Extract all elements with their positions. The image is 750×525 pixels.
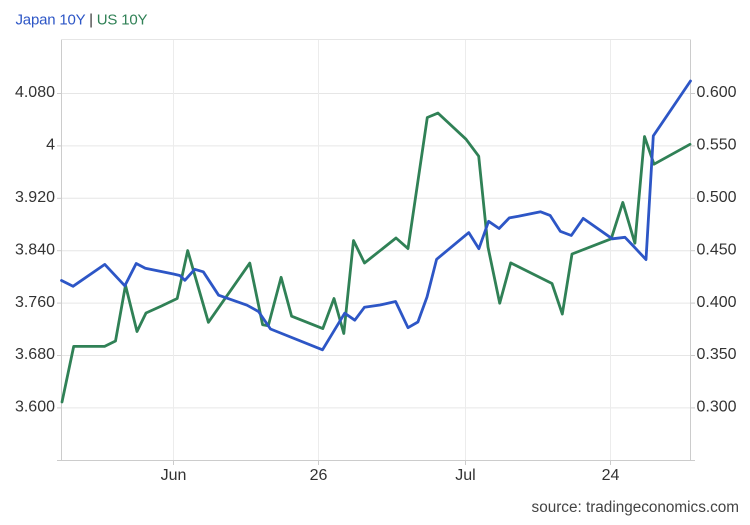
svg-text:3.680: 3.680: [15, 346, 55, 363]
svg-text:Jul: Jul: [455, 467, 475, 484]
svg-text:3.840: 3.840: [15, 241, 55, 258]
svg-text:4.080: 4.080: [15, 84, 55, 101]
svg-text:4: 4: [46, 137, 55, 154]
svg-text:source: tradingeconomics.com: source: tradingeconomics.com: [532, 499, 739, 516]
svg-text:0.550: 0.550: [697, 137, 737, 154]
svg-text:0.350: 0.350: [697, 346, 737, 363]
svg-text:0.450: 0.450: [697, 241, 737, 258]
svg-text:3.760: 3.760: [15, 294, 55, 311]
svg-text:Jun: Jun: [161, 467, 187, 484]
svg-text:3.920: 3.920: [15, 189, 55, 206]
svg-text:0.500: 0.500: [697, 189, 737, 206]
svg-text:3.600: 3.600: [15, 399, 55, 416]
svg-text:26: 26: [310, 467, 328, 484]
svg-text:Japan 10Y | US 10Y: Japan 10Y | US 10Y: [16, 12, 148, 29]
svg-text:0.600: 0.600: [697, 84, 737, 101]
svg-text:0.400: 0.400: [697, 294, 737, 311]
svg-text:24: 24: [602, 467, 620, 484]
svg-text:0.300: 0.300: [697, 399, 737, 416]
